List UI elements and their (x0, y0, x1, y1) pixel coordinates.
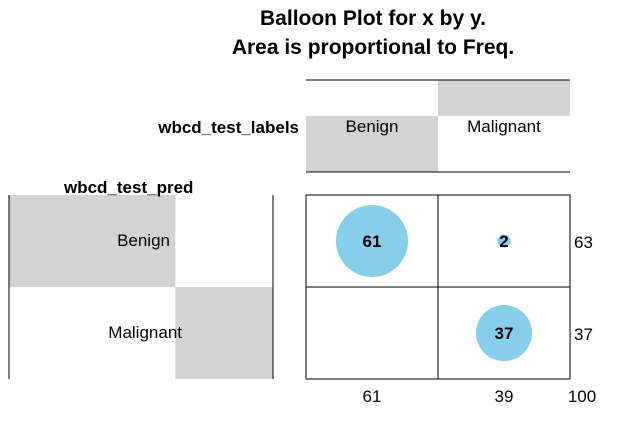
balloons-layer: 61 2 37 (336, 205, 533, 362)
cell-label-benign-malignant: 2 (499, 232, 508, 251)
row-label-benign: Benign (117, 231, 170, 250)
chart-title-line2: Area is proportional to Freq. (232, 36, 514, 59)
cell-label-benign-benign: 61 (363, 232, 382, 251)
column-total-malignant: 39 (495, 387, 514, 406)
column-total-benign: 61 (363, 387, 382, 406)
column-margin-bar (438, 80, 570, 116)
chart-title-line1: Balloon Plot for x by y. (260, 7, 486, 30)
row-label-malignant: Malignant (108, 323, 182, 342)
column-label-malignant: Malignant (467, 117, 541, 136)
x-variable-label: wbcd_test_labels (157, 118, 299, 137)
grand-total: 100 (568, 387, 596, 406)
row-margin-bar (9, 195, 176, 287)
balloon-benign-malignant (497, 234, 511, 248)
balloon-benign-benign (336, 205, 408, 277)
row-total-malignant: 37 (574, 325, 593, 344)
row-total-benign: 63 (574, 233, 593, 252)
y-variable-label: wbcd_test_pred (63, 178, 193, 197)
balloon-malignant-malignant (475, 304, 533, 362)
column-margin-bar (306, 115, 438, 172)
column-label-benign: Benign (346, 117, 399, 136)
row-margin-bars (9, 195, 273, 379)
column-margin-bars (306, 80, 570, 172)
row-margin-bar (175, 287, 273, 379)
cell-label-malignant-malignant: 37 (495, 324, 514, 343)
